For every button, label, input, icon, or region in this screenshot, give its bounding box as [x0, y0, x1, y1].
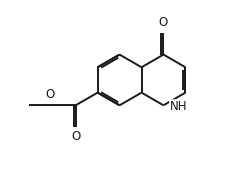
Text: O: O — [159, 16, 168, 29]
Text: O: O — [71, 130, 80, 143]
Text: NH: NH — [170, 100, 187, 113]
Text: O: O — [46, 88, 55, 101]
